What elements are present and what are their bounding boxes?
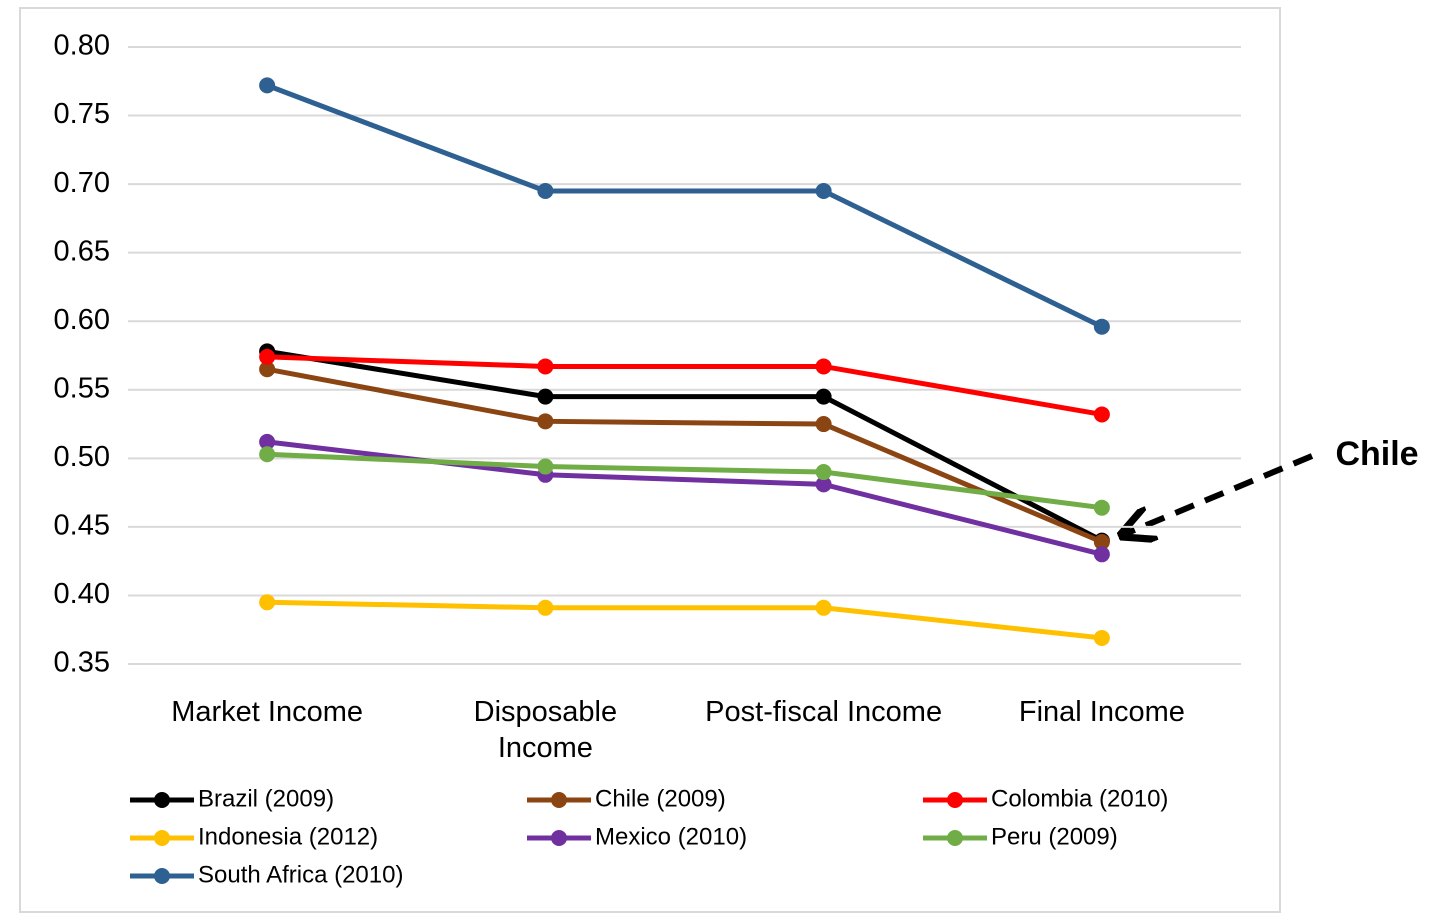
x-tick-label: Post-fiscal Income [705,696,943,728]
point [1093,499,1110,516]
y-tick-label: 0.65 [54,235,110,267]
legend-label: Peru (2009) [991,823,1118,850]
legend-label: Mexico (2010) [595,823,747,850]
y-tick-label: 0.60 [54,304,110,336]
y-tick-label: 0.50 [54,441,110,473]
legend-marker [947,830,963,846]
point [537,599,554,616]
point [259,433,276,450]
series-line [267,451,1103,511]
series-line [266,366,1103,545]
legend-marker [947,792,963,808]
legend-marker [551,792,567,808]
series-line [266,83,1103,329]
point [815,388,832,405]
series-line [266,348,1104,543]
y-tick-label: 0.70 [54,167,110,199]
chart-frame [19,7,1281,913]
legend-label: Colombia (2010) [991,785,1168,812]
point [1093,546,1110,563]
point [259,361,276,378]
y-tick-label: 0.35 [54,647,110,679]
point [815,464,832,481]
point [815,358,832,375]
y-tick-label: 0.40 [54,578,110,610]
x-tick-label: Disposable Income [473,696,618,764]
x-tick-label: Market Income [171,696,364,728]
y-tick-label: 0.80 [54,30,110,62]
legend-marker [154,830,170,846]
y-tick-label: 0.55 [54,372,110,404]
legend-label: South Africa (2010) [198,861,403,888]
legend-marker [154,868,170,884]
point [815,599,832,616]
annotation-arrow [1125,453,1314,534]
point [259,348,276,365]
point [537,413,554,430]
series-line [267,354,1103,417]
legend-marker [154,792,170,808]
point [1093,533,1110,550]
y-tick-label: 0.75 [54,98,110,130]
legend-label: Indonesia (2012) [198,823,378,850]
point [537,182,554,199]
point [1093,629,1110,646]
point [815,476,832,493]
legend-label: Brazil (2009) [198,785,334,812]
series-line [267,599,1103,641]
point [815,182,832,199]
point [537,358,554,375]
legend-marker [551,830,567,846]
point [1093,406,1110,423]
point [537,458,554,475]
point [537,388,554,405]
x-tick-label: Final Income [1018,696,1185,728]
point [259,77,276,94]
point [1093,318,1110,335]
grid [128,46,1241,665]
annotation: Chile [1335,435,1418,473]
legend-label: Chile (2009) [595,785,726,812]
point [815,416,832,433]
point [259,446,276,463]
point [259,594,276,611]
y-tick-label: 0.45 [54,510,110,542]
